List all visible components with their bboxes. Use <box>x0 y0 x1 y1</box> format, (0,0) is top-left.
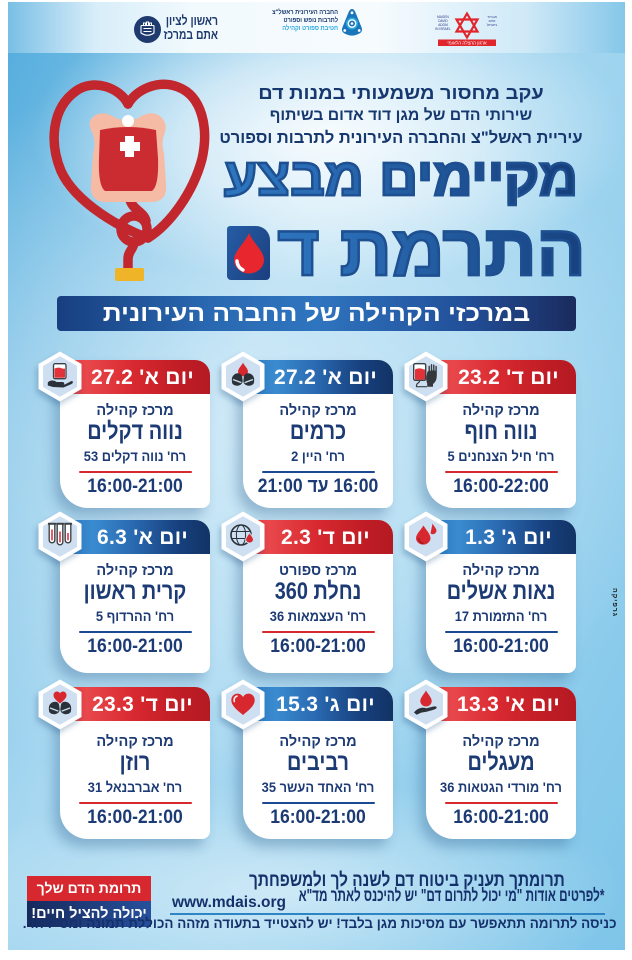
svg-text:מגן דוד: מגן דוד <box>487 15 497 19</box>
svg-text:אדום: אדום <box>489 19 496 23</box>
svg-text:בישראל: בישראל <box>487 23 497 27</box>
svg-text:ADOM: ADOM <box>438 23 448 27</box>
svg-text:DAVID: DAVID <box>438 19 448 23</box>
svg-text:MAGEN: MAGEN <box>437 15 449 19</box>
svg-text:IN ISRAEL: IN ISRAEL <box>435 27 451 31</box>
svg-text:ארגון ההצלה הלאומי: ארגון ההצלה הלאומי <box>447 41 486 46</box>
